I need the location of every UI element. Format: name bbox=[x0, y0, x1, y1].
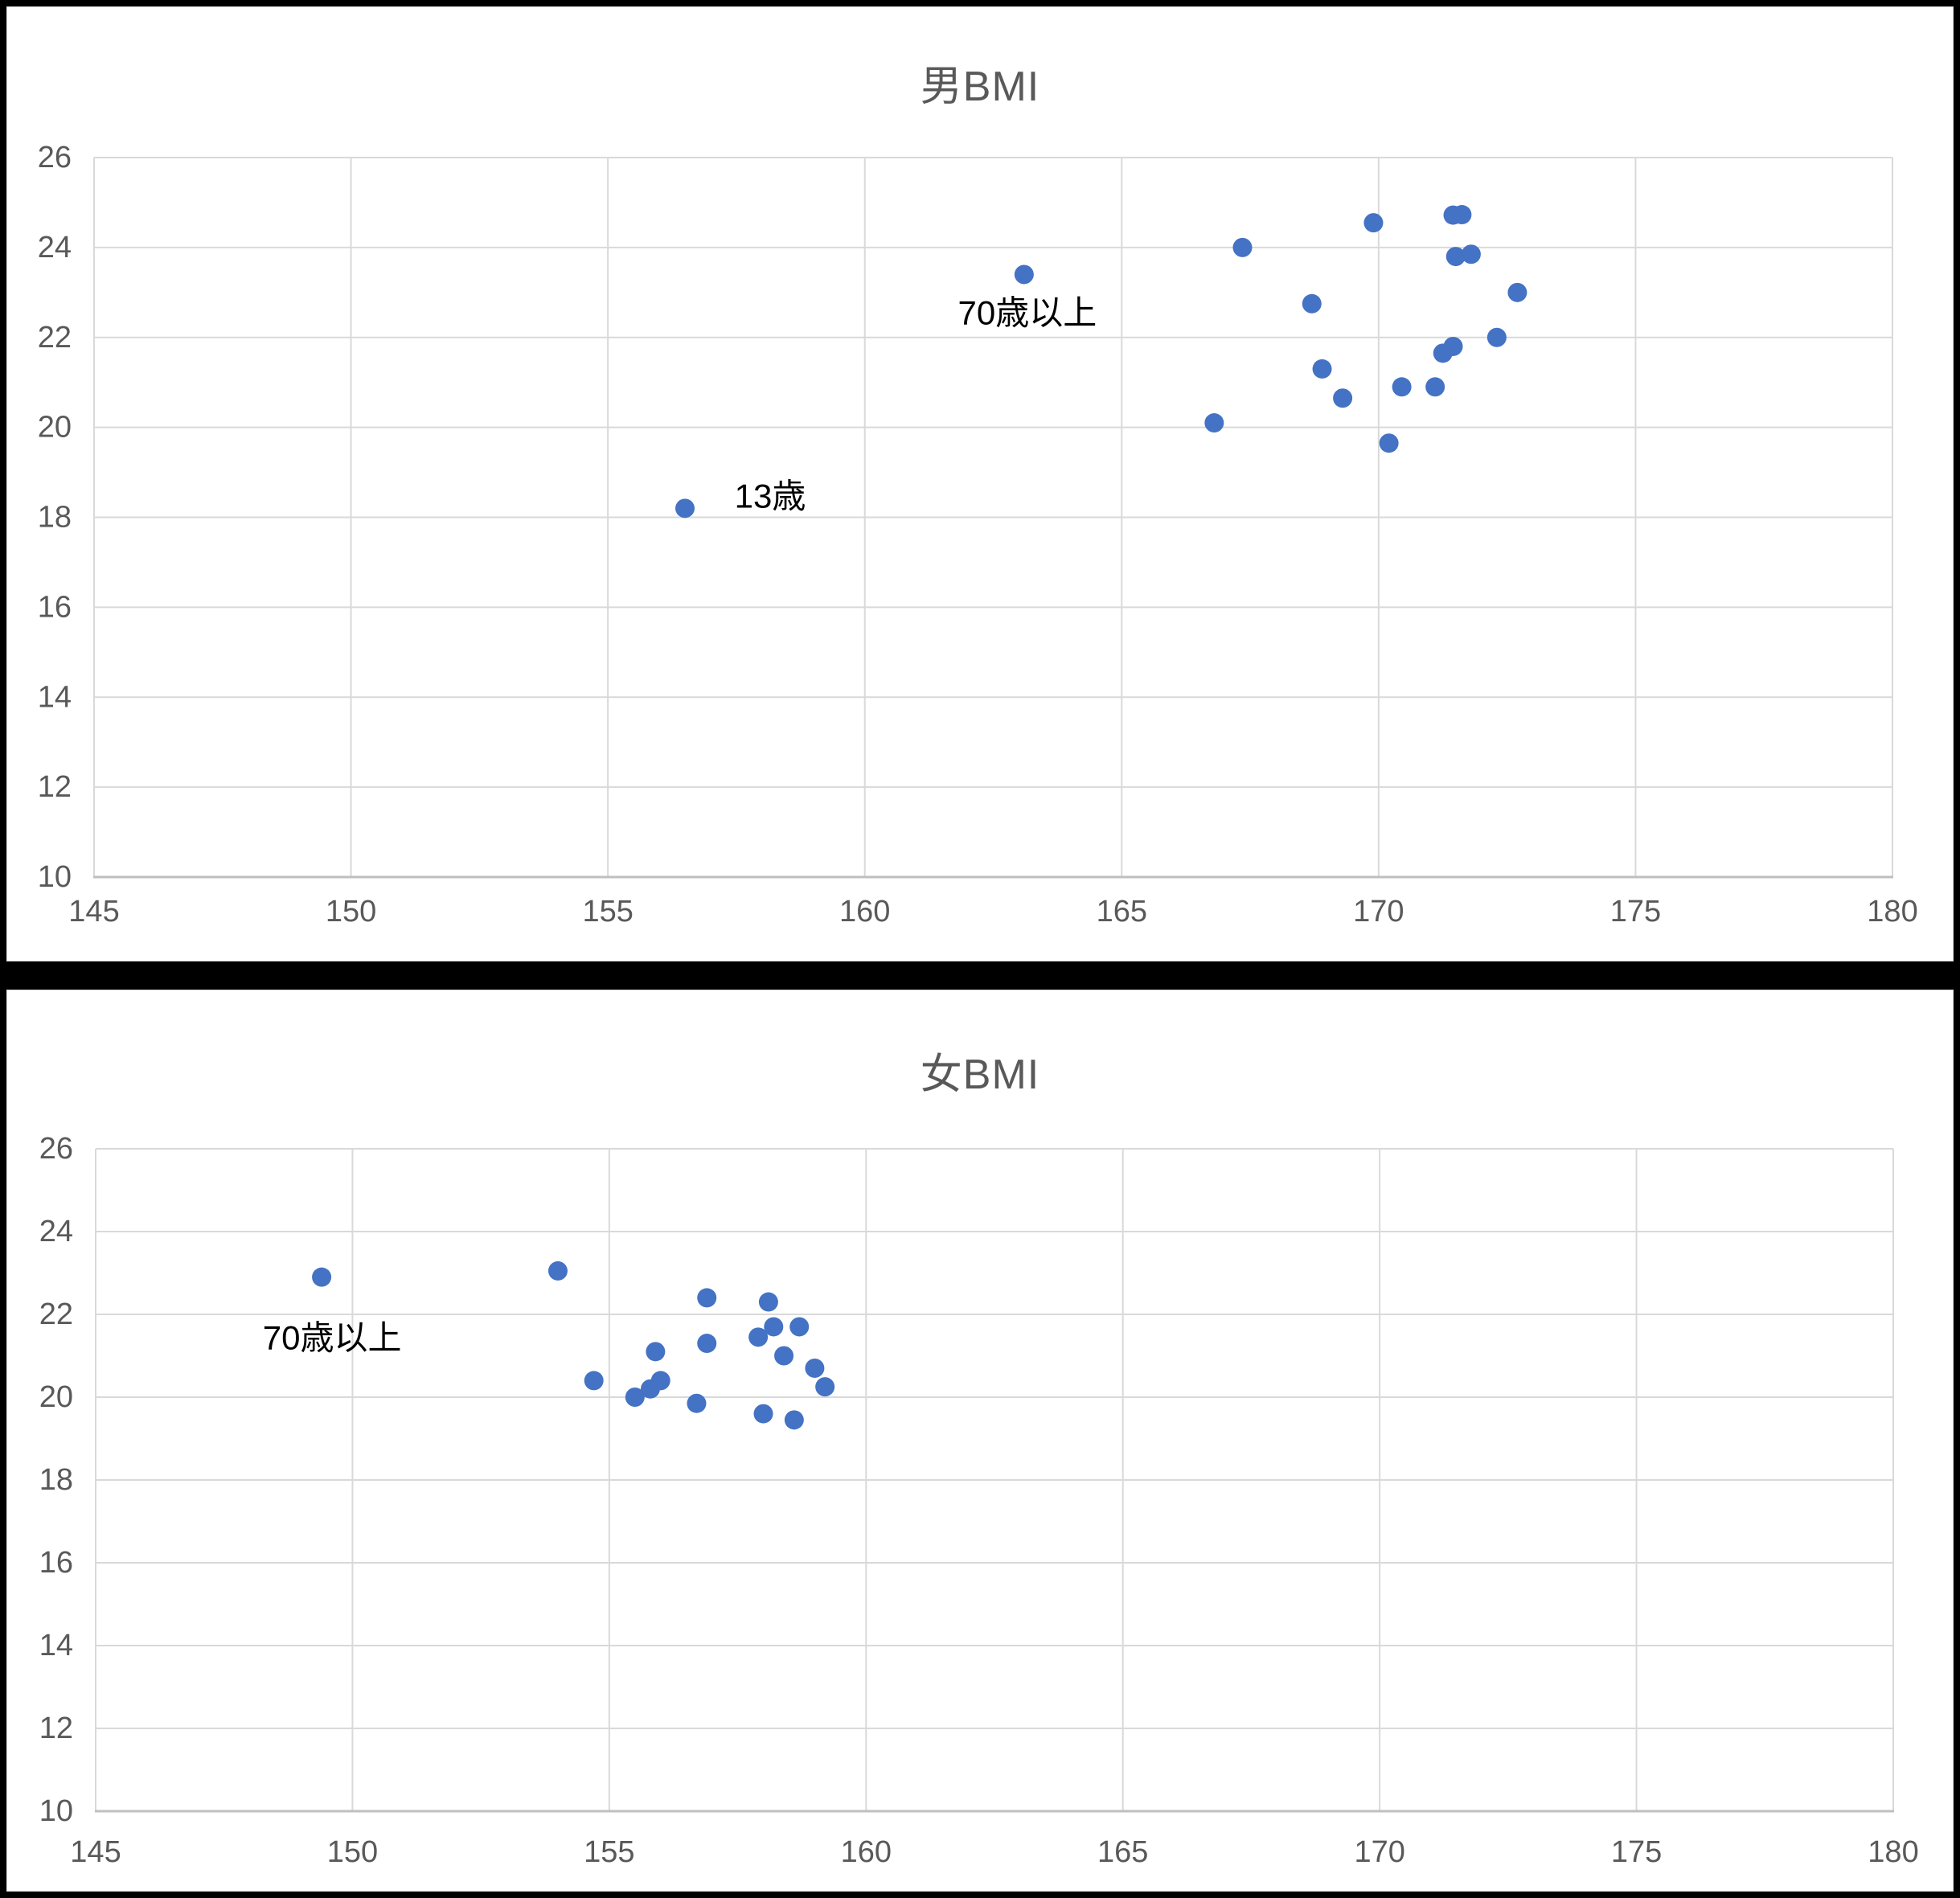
x-tick-label: 175 bbox=[1611, 1835, 1662, 1869]
data-point[interactable] bbox=[1461, 244, 1481, 264]
plot-area-male[interactable]: 145 150 155 160 165 170 175 180 10 12 14 16 18 20 22 24… bbox=[7, 7, 1954, 962]
data-point[interactable] bbox=[1486, 327, 1507, 347]
data-point[interactable] bbox=[748, 1327, 769, 1347]
data-point[interactable] bbox=[1445, 247, 1466, 267]
data-point[interactable] bbox=[1302, 293, 1322, 314]
data-point-label: 13歳 bbox=[734, 477, 806, 515]
y-tick-label: 20 bbox=[39, 1380, 73, 1414]
data-point[interactable] bbox=[1443, 336, 1463, 356]
x-tick-label: 165 bbox=[1097, 895, 1147, 929]
data-point[interactable] bbox=[1425, 377, 1445, 397]
data-point[interactable] bbox=[758, 1292, 778, 1312]
x-tick-label: 155 bbox=[582, 895, 633, 929]
data-point[interactable] bbox=[697, 1334, 717, 1354]
data-point[interactable] bbox=[650, 1371, 670, 1391]
y-tick-label: 14 bbox=[39, 1629, 73, 1662]
data-point[interactable] bbox=[646, 1342, 666, 1362]
y-tick-label: 12 bbox=[39, 1711, 73, 1745]
y-tick-label: 16 bbox=[38, 590, 72, 624]
data-point[interactable] bbox=[1204, 413, 1224, 433]
x-tick-label: 170 bbox=[1353, 895, 1404, 929]
x-tick-label: 170 bbox=[1354, 1835, 1404, 1869]
y-tick-label: 26 bbox=[38, 141, 72, 174]
plot-area-female[interactable]: 145 150 155 160 165 170 175 180 10 12 14 16 18 20 22 24… bbox=[7, 990, 1954, 1892]
data-point[interactable] bbox=[1312, 359, 1332, 379]
data-point[interactable] bbox=[753, 1404, 773, 1424]
x-tick-label: 155 bbox=[584, 1835, 634, 1869]
y-tick-label: 18 bbox=[39, 1463, 73, 1497]
x-tick-label: 150 bbox=[327, 1835, 378, 1869]
data-point[interactable] bbox=[815, 1377, 835, 1397]
data-point[interactable] bbox=[675, 498, 695, 519]
y-tick-label: 26 bbox=[39, 1132, 73, 1166]
y-tick-label: 24 bbox=[38, 231, 72, 264]
data-point[interactable] bbox=[764, 1317, 784, 1337]
x-tick-label: 145 bbox=[70, 1835, 121, 1869]
data-point[interactable] bbox=[1014, 264, 1034, 285]
data-point[interactable] bbox=[312, 1267, 332, 1287]
data-point[interactable] bbox=[1363, 213, 1384, 233]
x-tick-label: 165 bbox=[1097, 1835, 1148, 1869]
y-tick-label: 16 bbox=[39, 1546, 73, 1580]
chart-title-male: 男BMI bbox=[920, 64, 1040, 110]
data-point[interactable] bbox=[805, 1358, 825, 1378]
x-tick-label: 150 bbox=[326, 895, 376, 929]
data-point[interactable] bbox=[784, 1410, 804, 1430]
data-point[interactable] bbox=[774, 1346, 794, 1366]
y-tick-label: 18 bbox=[38, 501, 72, 535]
y-tick-label: 22 bbox=[38, 321, 72, 355]
data-point[interactable] bbox=[1379, 433, 1399, 453]
x-tick-label: 180 bbox=[1867, 895, 1917, 929]
data-point[interactable] bbox=[584, 1371, 604, 1391]
data-point[interactable] bbox=[789, 1317, 810, 1337]
x-tick-label: 180 bbox=[1868, 1835, 1918, 1869]
data-point-label: 70歳以上 bbox=[262, 1318, 402, 1357]
data-point-label: 70歳以上 bbox=[957, 293, 1097, 332]
data-point[interactable] bbox=[547, 1261, 568, 1281]
y-tick-label: 20 bbox=[38, 411, 72, 445]
y-tick-label: 24 bbox=[39, 1215, 73, 1248]
x-tick-label: 160 bbox=[841, 1835, 892, 1869]
data-point[interactable] bbox=[1232, 237, 1253, 257]
chart-title-female: 女BMI bbox=[920, 1051, 1040, 1098]
chart-female-bmi[interactable]: 女BMI 145 150 155 160 165 170 175 180 10 12 14 16 18 2… bbox=[6, 990, 1954, 1892]
data-point[interactable] bbox=[1333, 388, 1353, 408]
y-tick-label: 10 bbox=[38, 860, 72, 894]
chart-male-bmi[interactable]: 男BMI 145 150 155 160 165 170 175 180 10 12 14 16 18 2… bbox=[6, 6, 1954, 961]
data-point[interactable] bbox=[697, 1288, 717, 1308]
y-tick-label: 10 bbox=[39, 1794, 73, 1828]
data-point[interactable] bbox=[1452, 205, 1472, 225]
y-tick-label: 12 bbox=[38, 770, 72, 804]
x-tick-label: 160 bbox=[839, 895, 890, 929]
data-point[interactable] bbox=[1507, 282, 1527, 302]
x-tick-label: 145 bbox=[68, 895, 119, 929]
data-point[interactable] bbox=[1392, 377, 1412, 397]
data-point[interactable] bbox=[625, 1388, 645, 1407]
y-tick-label: 14 bbox=[38, 680, 72, 714]
data-point[interactable] bbox=[687, 1393, 707, 1413]
y-tick-label: 22 bbox=[39, 1297, 73, 1331]
x-tick-label: 175 bbox=[1610, 895, 1661, 929]
